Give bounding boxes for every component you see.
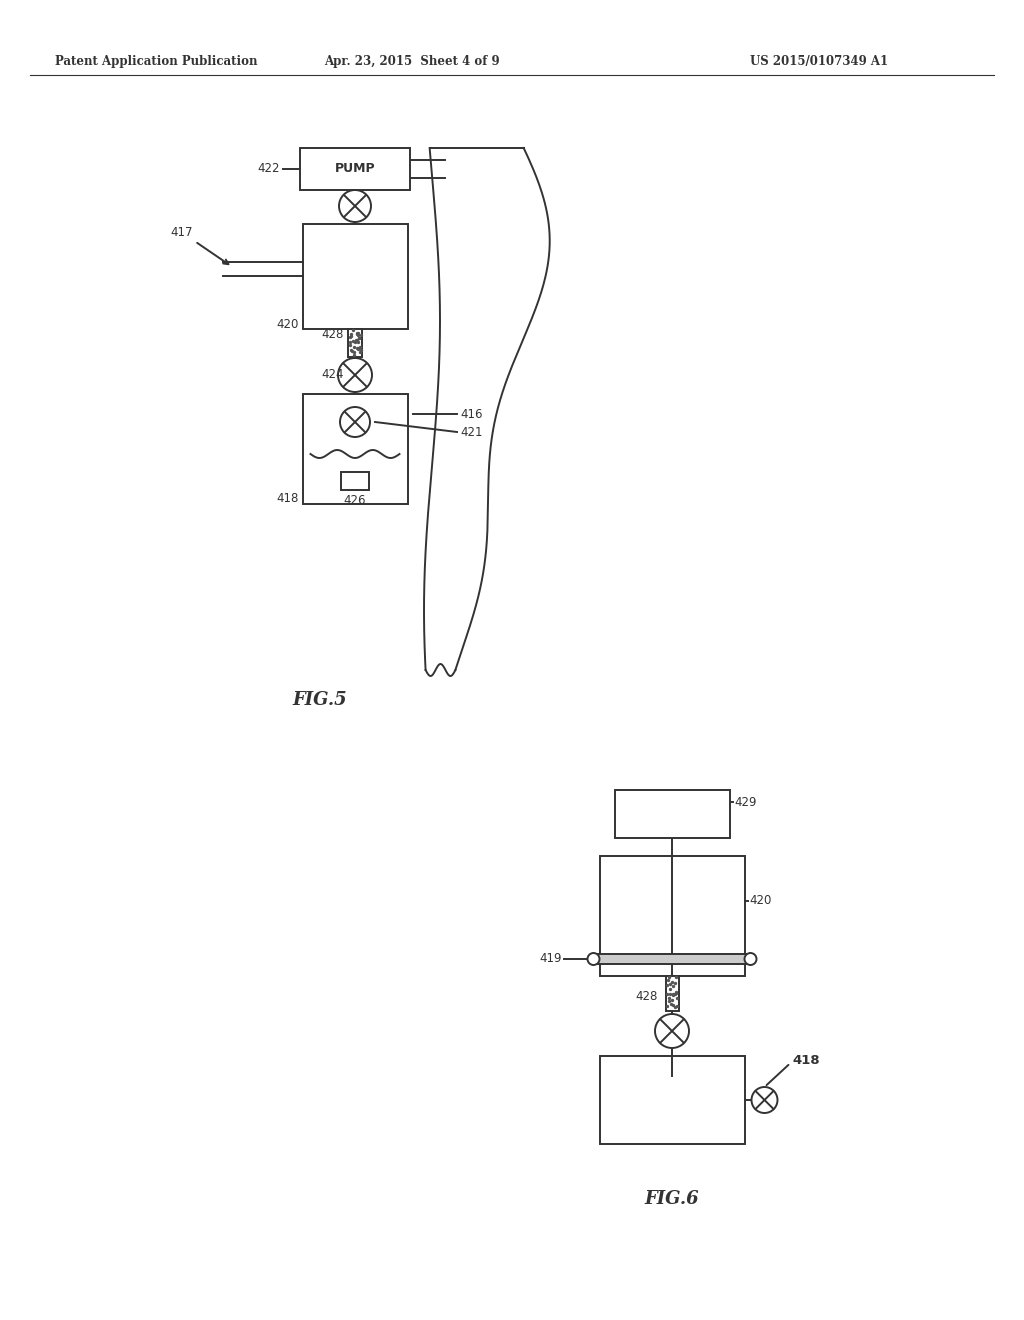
Point bbox=[662, 966, 678, 987]
Point bbox=[666, 994, 682, 1015]
Bar bbox=[302, 224, 408, 329]
Point bbox=[667, 997, 683, 1018]
Point bbox=[350, 338, 367, 359]
Point bbox=[349, 329, 366, 350]
Text: 426: 426 bbox=[344, 494, 367, 507]
Point bbox=[658, 983, 675, 1005]
Point bbox=[662, 983, 678, 1005]
Point bbox=[351, 337, 368, 358]
Point bbox=[345, 331, 361, 352]
Point bbox=[668, 966, 684, 987]
Point bbox=[660, 987, 677, 1008]
Point bbox=[346, 331, 362, 352]
Point bbox=[346, 345, 362, 366]
Point bbox=[350, 325, 367, 346]
Bar bbox=[592, 954, 753, 964]
Text: 420: 420 bbox=[276, 318, 299, 330]
Point bbox=[350, 327, 367, 348]
Point bbox=[343, 339, 359, 360]
Text: FIG.5: FIG.5 bbox=[293, 690, 347, 709]
Text: 428: 428 bbox=[635, 990, 657, 1003]
Circle shape bbox=[655, 1014, 689, 1048]
Point bbox=[670, 995, 686, 1016]
Bar bbox=[348, 329, 362, 356]
Text: 422: 422 bbox=[257, 162, 280, 176]
Point bbox=[665, 975, 681, 997]
Circle shape bbox=[588, 953, 599, 965]
Point bbox=[342, 327, 358, 348]
Point bbox=[350, 339, 367, 360]
Point bbox=[670, 987, 686, 1008]
Point bbox=[346, 341, 362, 362]
Point bbox=[348, 338, 365, 359]
Point bbox=[352, 325, 369, 346]
Bar bbox=[341, 473, 369, 490]
Text: 418: 418 bbox=[276, 492, 299, 506]
Bar bbox=[302, 393, 408, 504]
Circle shape bbox=[338, 358, 372, 392]
Text: 416: 416 bbox=[460, 408, 482, 421]
Point bbox=[658, 974, 675, 995]
Text: 421: 421 bbox=[460, 425, 482, 438]
Bar bbox=[666, 975, 679, 1011]
Point bbox=[349, 322, 366, 343]
Point bbox=[666, 983, 682, 1005]
Point bbox=[343, 341, 359, 362]
Circle shape bbox=[340, 407, 370, 437]
Text: 428: 428 bbox=[322, 329, 344, 342]
Point bbox=[351, 337, 368, 358]
Point bbox=[341, 334, 357, 355]
Bar bbox=[300, 148, 410, 190]
Text: PUMP: PUMP bbox=[335, 162, 376, 176]
Point bbox=[342, 325, 358, 346]
Point bbox=[660, 991, 677, 1012]
Text: Patent Application Publication: Patent Application Publication bbox=[55, 55, 257, 69]
Point bbox=[664, 989, 680, 1010]
Point bbox=[346, 337, 362, 358]
Point bbox=[347, 330, 364, 351]
Text: 420: 420 bbox=[750, 895, 772, 908]
Point bbox=[345, 319, 361, 341]
Circle shape bbox=[339, 190, 371, 222]
Point bbox=[348, 323, 365, 345]
Circle shape bbox=[752, 1086, 777, 1113]
Point bbox=[350, 331, 367, 352]
Point bbox=[350, 323, 367, 345]
Point bbox=[665, 985, 681, 1006]
Point bbox=[342, 331, 358, 352]
Bar bbox=[599, 855, 744, 975]
Text: 419: 419 bbox=[539, 953, 561, 965]
Point bbox=[343, 323, 359, 345]
Text: US 2015/0107349 A1: US 2015/0107349 A1 bbox=[750, 55, 888, 69]
Point bbox=[667, 973, 683, 994]
Bar bbox=[599, 1056, 744, 1144]
Circle shape bbox=[744, 953, 757, 965]
Text: 418: 418 bbox=[793, 1053, 820, 1067]
Point bbox=[352, 341, 369, 362]
Point bbox=[667, 983, 683, 1005]
Point bbox=[664, 994, 680, 1015]
Text: 417: 417 bbox=[170, 226, 228, 264]
Point bbox=[351, 327, 368, 348]
Text: 429: 429 bbox=[734, 796, 757, 808]
Point bbox=[658, 995, 675, 1016]
Text: 424: 424 bbox=[322, 368, 344, 381]
Point bbox=[662, 978, 678, 999]
Point bbox=[662, 973, 678, 994]
Text: Apr. 23, 2015  Sheet 4 of 9: Apr. 23, 2015 Sheet 4 of 9 bbox=[325, 55, 500, 69]
Bar bbox=[614, 789, 729, 838]
Point bbox=[669, 982, 685, 1003]
Point bbox=[664, 972, 680, 993]
Text: FIG.6: FIG.6 bbox=[645, 1191, 699, 1208]
Point bbox=[668, 983, 684, 1005]
Point bbox=[352, 341, 369, 362]
Point bbox=[660, 969, 677, 990]
